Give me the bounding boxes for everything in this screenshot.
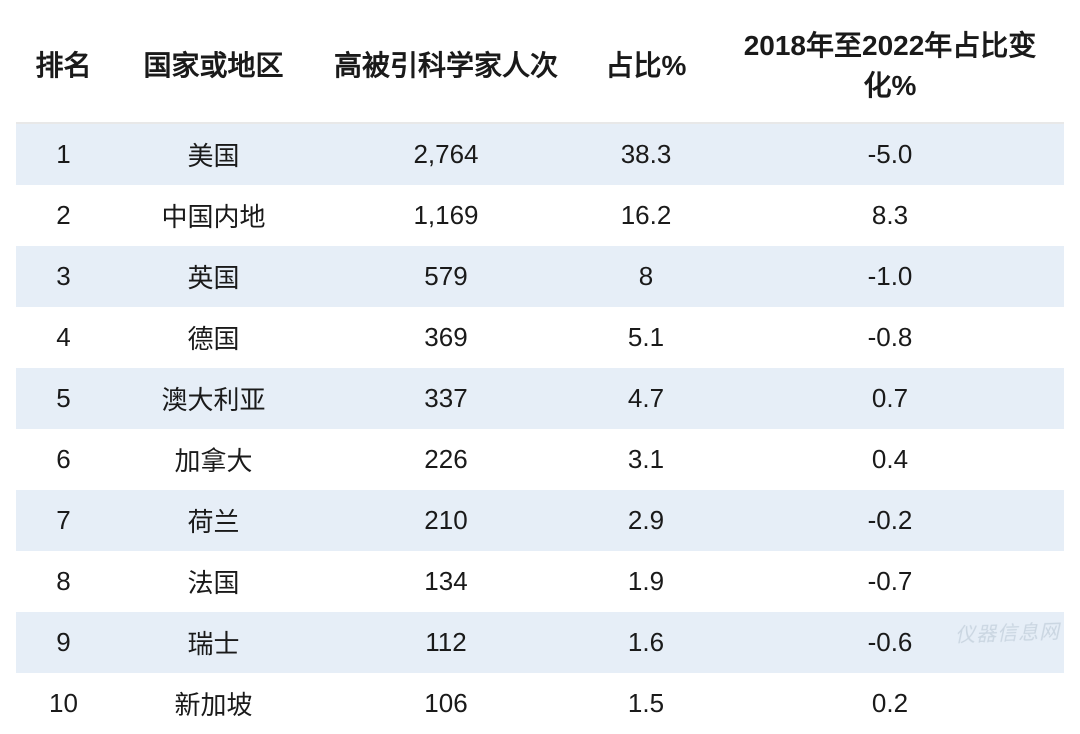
- cell-country: 新加坡: [111, 673, 316, 734]
- cell-rank: 4: [16, 307, 111, 368]
- cell-pct: 16.2: [576, 185, 716, 246]
- highly-cited-table: 排名 国家或地区 高被引科学家人次 占比% 2018年至2022年占比变化% 1…: [16, 10, 1064, 734]
- cell-pct: 3.1: [576, 429, 716, 490]
- cell-change: -1.0: [716, 246, 1064, 307]
- cell-count: 337: [316, 368, 576, 429]
- cell-country: 瑞士: [111, 612, 316, 673]
- table-body: 1美国2,76438.3-5.02中国内地1,16916.28.33英国5798…: [16, 123, 1064, 734]
- cell-count: 1,169: [316, 185, 576, 246]
- cell-change: -0.2: [716, 490, 1064, 551]
- table-header: 排名 国家或地区 高被引科学家人次 占比% 2018年至2022年占比变化%: [16, 10, 1064, 123]
- cell-count: 369: [316, 307, 576, 368]
- cell-country: 澳大利亚: [111, 368, 316, 429]
- cell-pct: 1.6: [576, 612, 716, 673]
- cell-count: 2,764: [316, 123, 576, 185]
- table-row: 1美国2,76438.3-5.0: [16, 123, 1064, 185]
- cell-rank: 6: [16, 429, 111, 490]
- cell-change: -0.6: [716, 612, 1064, 673]
- cell-country: 德国: [111, 307, 316, 368]
- cell-count: 226: [316, 429, 576, 490]
- cell-pct: 2.9: [576, 490, 716, 551]
- cell-country: 美国: [111, 123, 316, 185]
- table-row: 6加拿大2263.10.4: [16, 429, 1064, 490]
- table-row: 5澳大利亚3374.70.7: [16, 368, 1064, 429]
- cell-rank: 8: [16, 551, 111, 612]
- cell-change: -0.8: [716, 307, 1064, 368]
- table-row: 3英国5798-1.0: [16, 246, 1064, 307]
- cell-rank: 7: [16, 490, 111, 551]
- col-header-count: 高被引科学家人次: [316, 10, 576, 123]
- cell-pct: 38.3: [576, 123, 716, 185]
- cell-change: 0.7: [716, 368, 1064, 429]
- col-header-pct: 占比%: [576, 10, 716, 123]
- cell-count: 579: [316, 246, 576, 307]
- cell-change: 0.2: [716, 673, 1064, 734]
- cell-pct: 5.1: [576, 307, 716, 368]
- table-row: 2中国内地1,16916.28.3: [16, 185, 1064, 246]
- cell-rank: 10: [16, 673, 111, 734]
- cell-rank: 3: [16, 246, 111, 307]
- cell-country: 英国: [111, 246, 316, 307]
- cell-rank: 2: [16, 185, 111, 246]
- cell-country: 法国: [111, 551, 316, 612]
- cell-pct: 8: [576, 246, 716, 307]
- cell-change: 8.3: [716, 185, 1064, 246]
- col-header-change: 2018年至2022年占比变化%: [716, 10, 1064, 123]
- table-row: 8法国1341.9-0.7: [16, 551, 1064, 612]
- cell-change: 0.4: [716, 429, 1064, 490]
- col-header-country: 国家或地区: [111, 10, 316, 123]
- cell-count: 210: [316, 490, 576, 551]
- cell-country: 中国内地: [111, 185, 316, 246]
- cell-change: -5.0: [716, 123, 1064, 185]
- cell-count: 112: [316, 612, 576, 673]
- cell-count: 134: [316, 551, 576, 612]
- cell-pct: 1.9: [576, 551, 716, 612]
- cell-country: 荷兰: [111, 490, 316, 551]
- cell-change: -0.7: [716, 551, 1064, 612]
- cell-count: 106: [316, 673, 576, 734]
- table-row: 4德国3695.1-0.8: [16, 307, 1064, 368]
- table-row: 9瑞士1121.6-0.6: [16, 612, 1064, 673]
- table-row: 7荷兰2102.9-0.2: [16, 490, 1064, 551]
- col-header-rank: 排名: [16, 10, 111, 123]
- cell-rank: 5: [16, 368, 111, 429]
- cell-country: 加拿大: [111, 429, 316, 490]
- table-row: 10新加坡1061.50.2: [16, 673, 1064, 734]
- cell-rank: 1: [16, 123, 111, 185]
- cell-pct: 4.7: [576, 368, 716, 429]
- cell-pct: 1.5: [576, 673, 716, 734]
- cell-rank: 9: [16, 612, 111, 673]
